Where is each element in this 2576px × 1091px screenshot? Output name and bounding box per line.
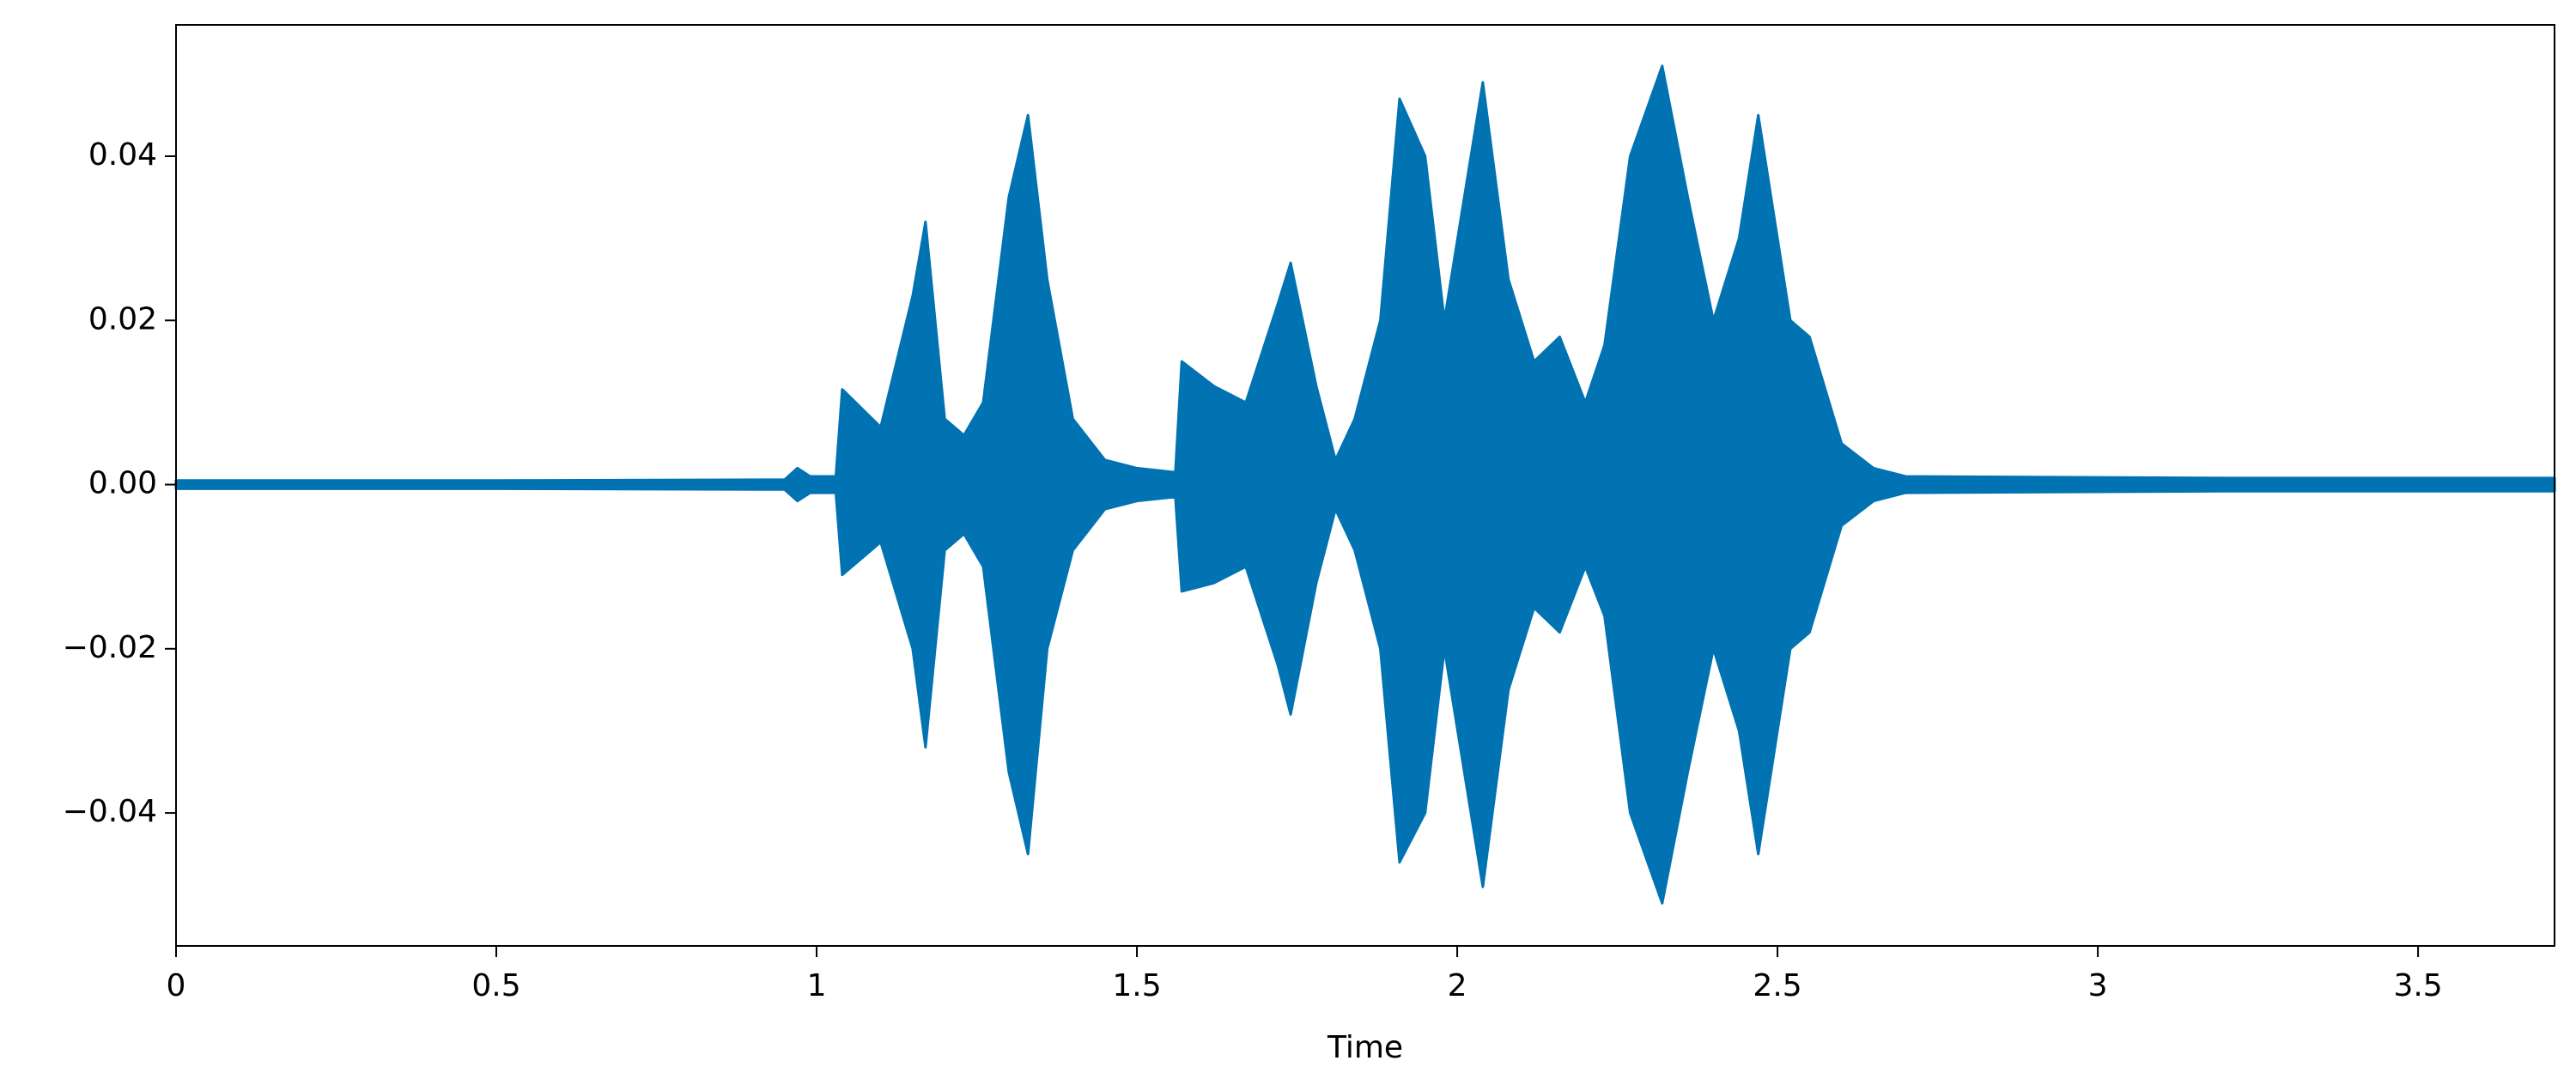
y-tick-label: −0.02: [63, 630, 157, 665]
x-tick-label: 1: [807, 968, 827, 1003]
x-axis-label: Time: [1327, 1030, 1403, 1065]
y-tick-label: 0.04: [88, 137, 157, 173]
y-tick-label: 0.02: [88, 301, 157, 336]
x-tick-label: 2.5: [1753, 968, 1801, 1003]
waveform-envelope: [174, 483, 2556, 905]
x-tick-label: 1.5: [1112, 968, 1161, 1003]
x-tick-label: 0.5: [471, 968, 520, 1003]
x-tick-label: 0: [167, 968, 186, 1003]
waveform-envelope: [174, 64, 2556, 487]
x-tick-label: 2: [1448, 968, 1467, 1003]
x-tick-label: 3: [2088, 968, 2108, 1003]
y-tick-label: 0.00: [88, 466, 157, 501]
x-tick-label: 3.5: [2393, 968, 2442, 1003]
y-tick-label: −0.04: [63, 794, 157, 829]
